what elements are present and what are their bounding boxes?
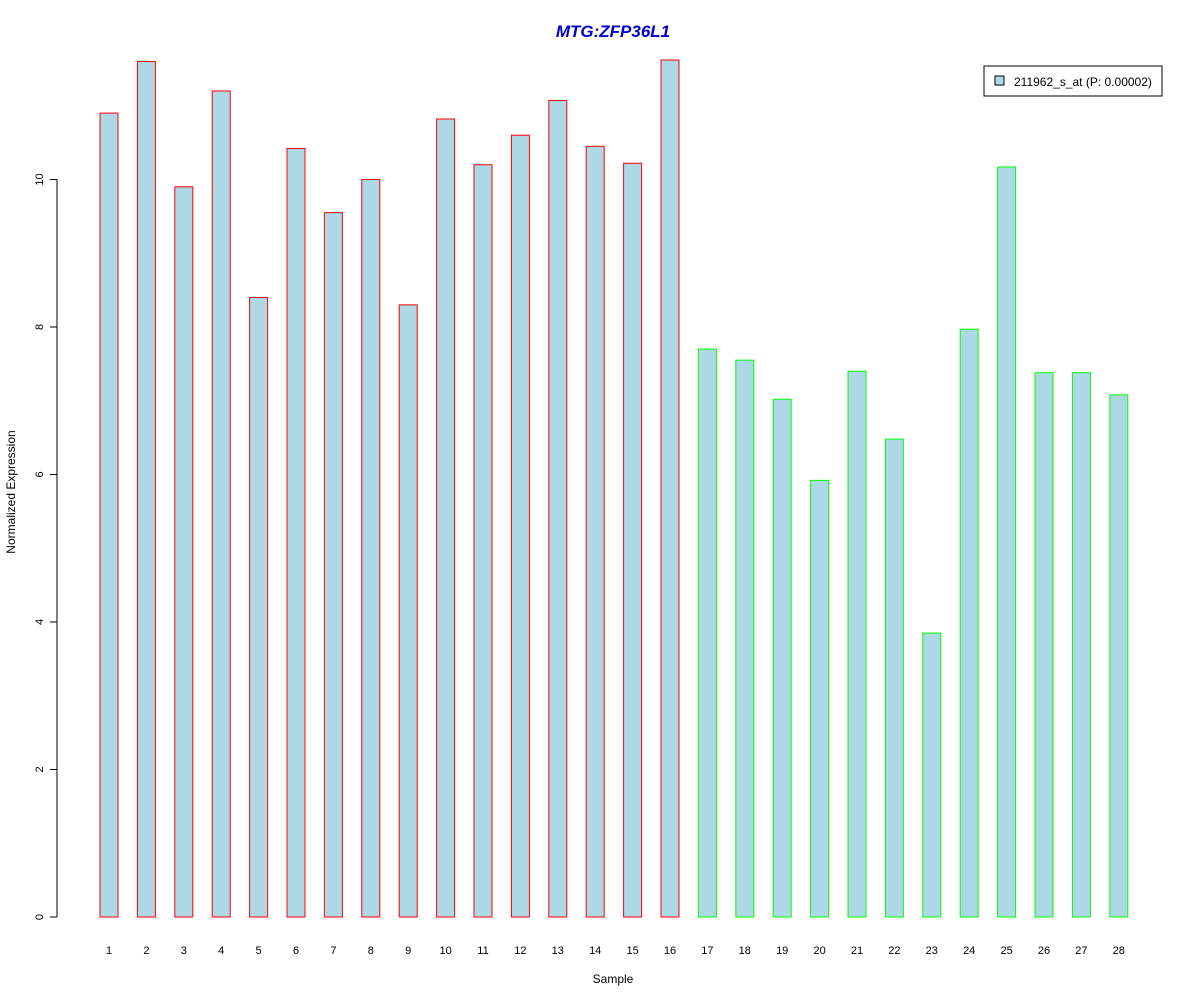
x-tick-label: 16 — [664, 945, 676, 957]
x-tick-label: 4 — [218, 945, 224, 957]
bar-sample-2 — [136, 60, 156, 918]
bar-sample-26 — [1034, 372, 1054, 918]
x-tick-label: 19 — [776, 945, 788, 957]
x-tick-label: 6 — [293, 945, 299, 957]
bar-sample-10 — [436, 118, 456, 918]
bar-sample-11 — [473, 164, 493, 918]
x-tick-label: 12 — [514, 945, 526, 957]
bar-sample-22 — [884, 438, 904, 918]
bar-sample-24 — [959, 328, 979, 918]
legend-swatch — [994, 75, 1005, 86]
bar-sample-8 — [361, 178, 381, 918]
bar-sample-27 — [1071, 372, 1091, 918]
x-tick-label: 11 — [477, 945, 488, 957]
bar-sample-25 — [997, 166, 1017, 918]
x-tick-label: 25 — [1000, 945, 1012, 957]
bar-sample-17 — [697, 348, 717, 918]
x-tick-label: 8 — [368, 945, 374, 957]
bar-sample-5 — [249, 296, 269, 918]
x-tick-label: 1 — [106, 945, 112, 957]
bar-sample-13 — [548, 100, 568, 918]
bar-sample-23 — [922, 632, 942, 918]
x-tick-labels: 1 2 3 4 5 6 7 8 9 10 11 12 13 14 15 16 17 18 19 20 21 22 23 24 2… — [106, 945, 1125, 957]
legend-box — [983, 65, 1163, 97]
y-tick-label: 8 — [34, 324, 46, 330]
x-tick-label: 24 — [963, 945, 975, 957]
x-axis-label: Sample — [593, 972, 634, 986]
bar-sample-14 — [585, 145, 605, 918]
bar-sample-28 — [1109, 394, 1129, 918]
bar-sample-9 — [398, 304, 418, 918]
legend-label: 211962_s_at (P: 0.00002) — [1014, 75, 1152, 89]
y-tick-label: 10 — [34, 173, 46, 185]
bar-sample-4 — [211, 90, 231, 918]
bar-sample-12 — [510, 134, 530, 918]
x-tick-label: 5 — [256, 945, 262, 957]
x-tick-label: 15 — [626, 945, 638, 957]
bar-sample-19 — [772, 398, 792, 918]
bar-sample-6 — [286, 148, 306, 918]
bar-sample-20 — [810, 479, 830, 918]
x-tick-label: 20 — [813, 945, 825, 957]
x-tick-label: 28 — [1113, 945, 1125, 957]
bar-sample-1 — [99, 112, 119, 918]
x-tick-label: 18 — [739, 945, 751, 957]
x-tick-label: 22 — [888, 945, 900, 957]
x-tick-label: 26 — [1038, 945, 1050, 957]
x-tick-label: 9 — [405, 945, 411, 957]
bar-sample-15 — [623, 162, 643, 918]
y-axis-label: Normalized Expression — [4, 430, 18, 553]
bar-sample-21 — [847, 370, 867, 918]
bar-sample-18 — [735, 359, 755, 918]
x-tick-label: 2 — [143, 945, 149, 957]
x-tick-label: 23 — [926, 945, 938, 957]
bars-group — [99, 59, 1129, 918]
x-tick-label: 27 — [1075, 945, 1087, 957]
y-tick-label: 2 — [34, 766, 46, 772]
x-tick-label: 13 — [552, 945, 564, 957]
bar-sample-16 — [660, 59, 680, 918]
x-tick-label: 10 — [439, 945, 451, 957]
x-tick-label: 21 — [851, 945, 863, 957]
y-tick-label: 4 — [34, 619, 46, 625]
y-tick-label: 6 — [34, 471, 46, 477]
chart-title: MTG:ZFP36L1 — [556, 22, 670, 41]
x-tick-label: 17 — [701, 945, 713, 957]
x-tick-label: 7 — [330, 945, 336, 957]
bar-sample-3 — [174, 186, 194, 918]
x-tick-label: 14 — [589, 945, 601, 957]
y-tick-label: 0 — [34, 914, 46, 920]
y-axis: 0 2 4 6 8 10 — [34, 173, 58, 920]
x-tick-label: 3 — [181, 945, 187, 957]
bar-sample-7 — [323, 212, 343, 918]
legend: 211962_s_at (P: 0.00002) — [983, 65, 1163, 97]
